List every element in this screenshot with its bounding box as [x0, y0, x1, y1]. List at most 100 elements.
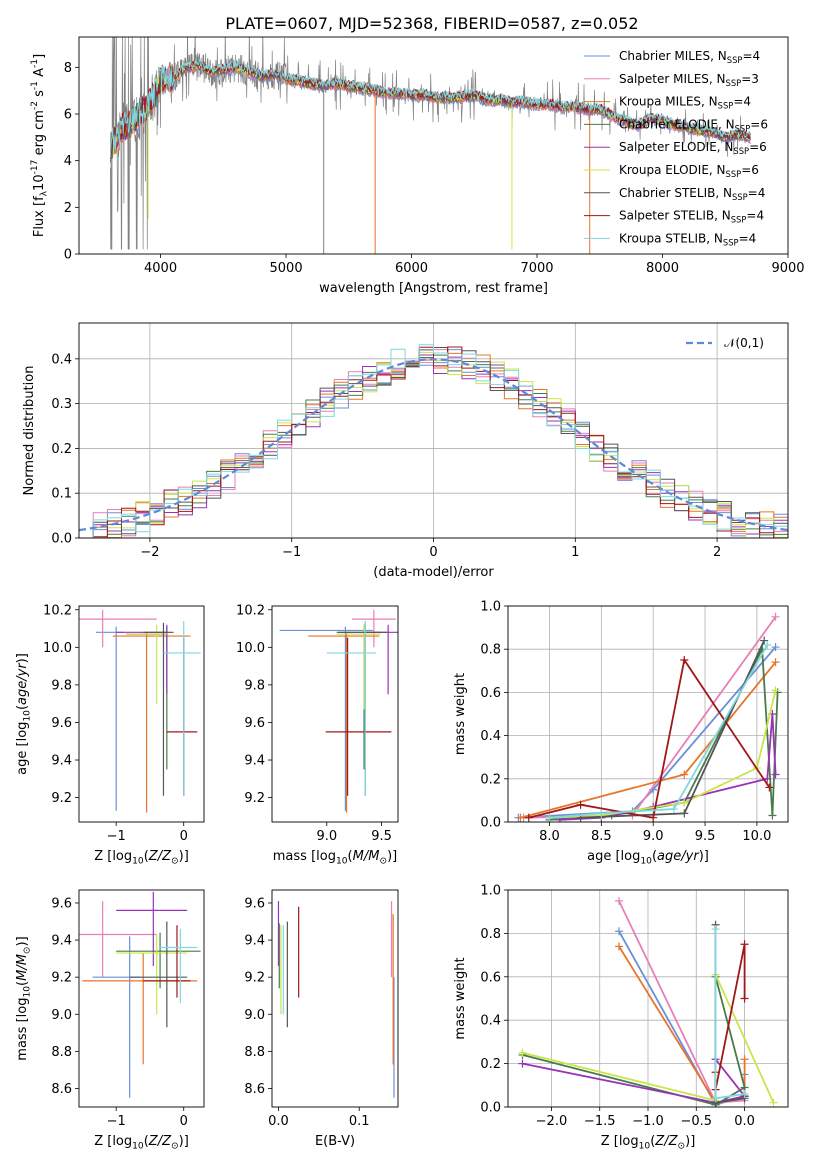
x-tick-label: 0.0 [734, 1114, 755, 1129]
weight-marker-chabrier-miles [771, 643, 780, 652]
weight-line-salpeter-elodie [559, 713, 777, 821]
x-tick-label: 8.0 [539, 829, 560, 844]
errorbar-kroupa-elodie [126, 624, 167, 704]
y-tick-label: 8.8 [51, 1045, 72, 1060]
axes-group: −2 −1 0 1 2 0.0 0.1 0.2 0.3 0.4 (data-model)/error… [22, 322, 789, 580]
x-tick-label: 0 [180, 1114, 188, 1129]
legend-label-kroupa-miles: Kroupa MILES, NSSP​=4 [619, 95, 751, 111]
errorbar-kroupa-elodie [336, 624, 381, 710]
y-tick-label: 6 [64, 108, 72, 123]
y-tick-label: 8 [64, 61, 72, 76]
y-tick-label: 0.6 [480, 970, 501, 985]
mass-vs-metallicity-panel: −1 0 8.6 8.8 9.0 9.2 9.4 9.6 Z [log10​(Z/Z⊙​)] ma… [15, 889, 205, 1151]
x-tick-label: −1 [107, 1114, 126, 1129]
plot-area [79, 609, 201, 813]
plot-area [279, 609, 398, 813]
y-tick-label: 0.6 [480, 686, 501, 701]
errorbar-chabrier-stelib [143, 622, 174, 796]
y-tick-label: 0.4 [480, 729, 501, 744]
y-tick-label: 9.0 [244, 1008, 265, 1023]
axes-group: 9.0 9.5 9.2 9.4 9.6 9.8 10.0 10.2 mass [log10​(M… [236, 603, 399, 866]
weight-marker-chabrier-stelib [680, 809, 689, 818]
weight-marker-salpeter-stelib [740, 940, 749, 949]
x-tick-label: 0.1 [349, 1114, 370, 1129]
weight-marker-kroupa-stelib [711, 1094, 720, 1103]
x-tick-label: −2.0 [536, 1114, 568, 1129]
axes-group: −1 0 9.2 9.4 9.6 9.8 10.0 10.2 Z [log10​(Z/Z⊙​)]… [15, 603, 205, 866]
plot-area [79, 344, 788, 538]
y-tick-label: 9.2 [244, 971, 265, 986]
y-tick-label: 10.2 [236, 603, 265, 618]
weight-marker-salpeter-stelib [765, 783, 774, 792]
mass-weight-vs-age-panel: 8.0 8.5 9.0 9.5 10.0 0.0 0.2 0.4 0.6 0.8 1.0 age [l… [453, 600, 789, 866]
errorbar-kroupa-elodie [116, 934, 188, 1015]
axes-frame [78, 36, 789, 255]
axes-group: −2.0 −1.5 −1.0 −0.5 0.0 0.0 0.2 0.4 0.6 0.8 1.0 Z [… [453, 884, 789, 1151]
x-tick-label: 9000 [771, 261, 804, 276]
y-tick-label: 9.6 [244, 896, 265, 911]
y-tick-label: 9.6 [51, 896, 72, 911]
weight-marker-chabrier-miles [615, 927, 624, 936]
y-tick-label: 9.6 [51, 716, 72, 731]
weight-marker-salpeter-stelib [680, 656, 689, 664]
age-vs-metallicity-panel: −1 0 9.2 9.4 9.6 9.8 10.0 10.2 Z [log10​(Z/Z⊙​)]… [15, 603, 205, 866]
x-tick-label: 8000 [646, 261, 679, 276]
weight-marker-kroupa-miles [680, 770, 689, 779]
x-tick-label: −1.0 [632, 1114, 664, 1129]
y-tick-label: 0.8 [480, 643, 501, 658]
y-tick-label: 0.0 [480, 816, 501, 831]
axes-group: 8.0 8.5 9.0 9.5 10.0 0.0 0.2 0.4 0.6 0.8 1.0 age [l… [453, 600, 789, 866]
errorbar-salpeter-miles [79, 901, 157, 978]
y-tick-label: 9.2 [51, 971, 72, 986]
y-tick-label: 0.2 [480, 772, 501, 787]
plot-area [277, 901, 395, 1098]
y-tick-label: 9.8 [244, 678, 265, 693]
errorbar-kroupa-miles [112, 632, 191, 813]
y-tick-label: 0.1 [51, 487, 72, 502]
y-tick-label: 0.2 [51, 442, 72, 457]
legend-label-chabrier-miles: Chabrier MILES, NSSP​=4 [619, 49, 760, 65]
errorbar-salpeter-elodie [116, 891, 188, 967]
x-axis-label: E(B-V) [315, 1134, 355, 1149]
axes-group: 0.0 0.1 8.6 8.8 9.0 9.2 9.4 9.6 E(B-V) [244, 889, 399, 1149]
y-tick-label: 0.8 [480, 927, 501, 942]
x-tick-label: 0 [429, 545, 437, 560]
weight-marker-kroupa-elodie [771, 686, 780, 695]
plot-area [79, 891, 201, 1098]
model-spectrum-kroupa-miles [109, 63, 751, 162]
y-tick-label: 9.2 [244, 791, 265, 806]
weight-marker-kroupa-miles [516, 813, 525, 822]
y-tick-label: 0 [64, 248, 72, 263]
legend-label-kroupa-stelib: Kroupa STELIB, NSSP​=4 [619, 231, 756, 247]
weight-line-kroupa-stelib [549, 644, 769, 819]
x-axis-label: Z [log10​(Z/Z⊙​)] [94, 1134, 189, 1151]
x-tick-label: 9.5 [371, 829, 392, 844]
x-tick-label: −1.5 [584, 1114, 616, 1129]
weight-marker-chabrier-elodie [768, 811, 777, 820]
weight-marker-salpeter-stelib [576, 800, 585, 809]
mass-vs-extinction-panel: 0.0 0.1 8.6 8.8 9.0 9.2 9.4 9.6 E(B-V) [244, 889, 399, 1149]
x-axis-label: mass [log10​(M/M⊙​)] [273, 849, 397, 866]
weight-line-chabrier-elodie [549, 645, 779, 821]
weight-marker-kroupa-elodie [518, 1048, 527, 1057]
x-axis-label: Z [log10​(Z/Z⊙​)] [94, 849, 189, 866]
y-tick-label: 10.0 [43, 641, 72, 656]
weight-marker-kroupa-stelib [740, 1089, 749, 1098]
y-tick-label: 9.2 [51, 791, 72, 806]
axes-group: −1 0 8.6 8.8 9.0 9.2 9.4 9.6 Z [log10​(Z/Z⊙​)] ma… [15, 889, 205, 1151]
legend-label-chabrier-stelib: Chabrier STELIB, NSSP​=4 [619, 186, 765, 202]
weight-marker-kroupa-stelib [669, 805, 678, 814]
weight-marker-kroupa-elodie [769, 1098, 778, 1107]
y-tick-label: 9.4 [51, 934, 72, 949]
legend-label-salpeter-elodie: Salpeter ELODIE, NSSP​=6 [619, 140, 767, 156]
weight-marker-salpeter-elodie [518, 1059, 527, 1068]
x-axis-label: Z [log10​(Z/Z⊙​)] [601, 1134, 696, 1151]
errorbar-chabrier-elodie [116, 932, 201, 989]
weight-line-salpeter-miles [523, 616, 777, 819]
y-tick-label: 1.0 [480, 600, 501, 615]
y-tick-label: 9.4 [51, 754, 72, 769]
errorbar-kroupa-stelib [160, 928, 198, 1004]
errorbar-salpeter-miles [351, 609, 396, 648]
errorbar-kroupa-stelib [163, 621, 201, 796]
